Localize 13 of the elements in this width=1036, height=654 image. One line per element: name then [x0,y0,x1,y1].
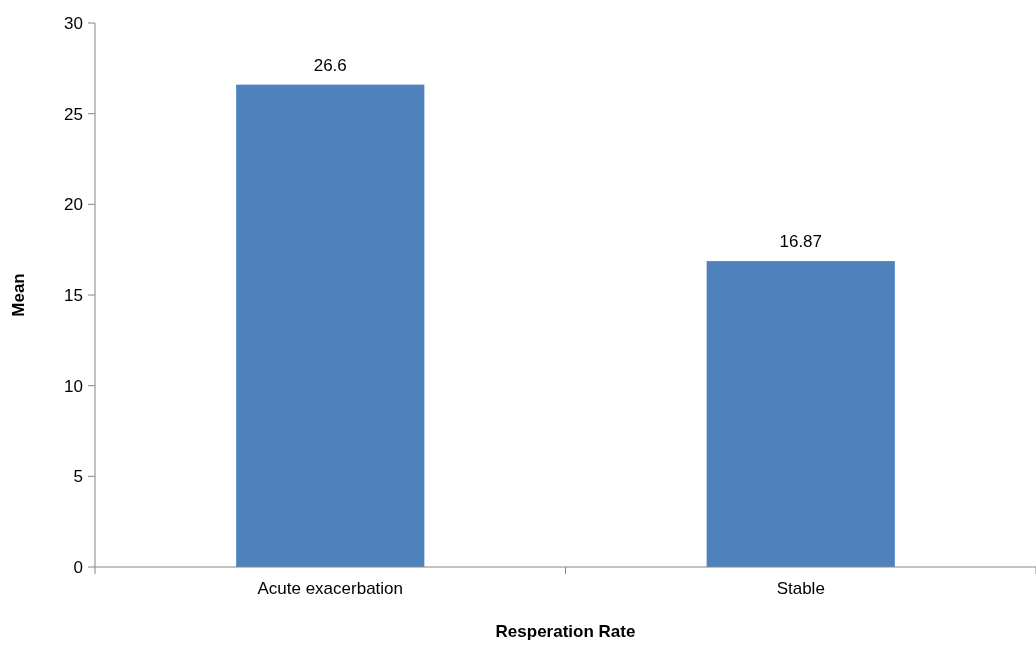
y-axis-title: Mean [9,273,28,317]
y-tick-label: 30 [64,13,83,33]
data-label: 26.6 [313,55,347,75]
y-tick-label: 25 [64,104,83,124]
y-tick-label: 10 [64,376,83,396]
y-tick-label: 20 [64,195,83,215]
y-tick-label: 0 [73,557,83,577]
x-tick-label: Stable [776,579,825,598]
y-tick-label: 5 [73,467,83,487]
x-axis-title: Resperation Rate [495,622,636,641]
y-tick-label: 15 [64,285,83,305]
data-label: 16.87 [779,232,823,252]
x-tick-label: Acute exacerbation [257,579,404,598]
